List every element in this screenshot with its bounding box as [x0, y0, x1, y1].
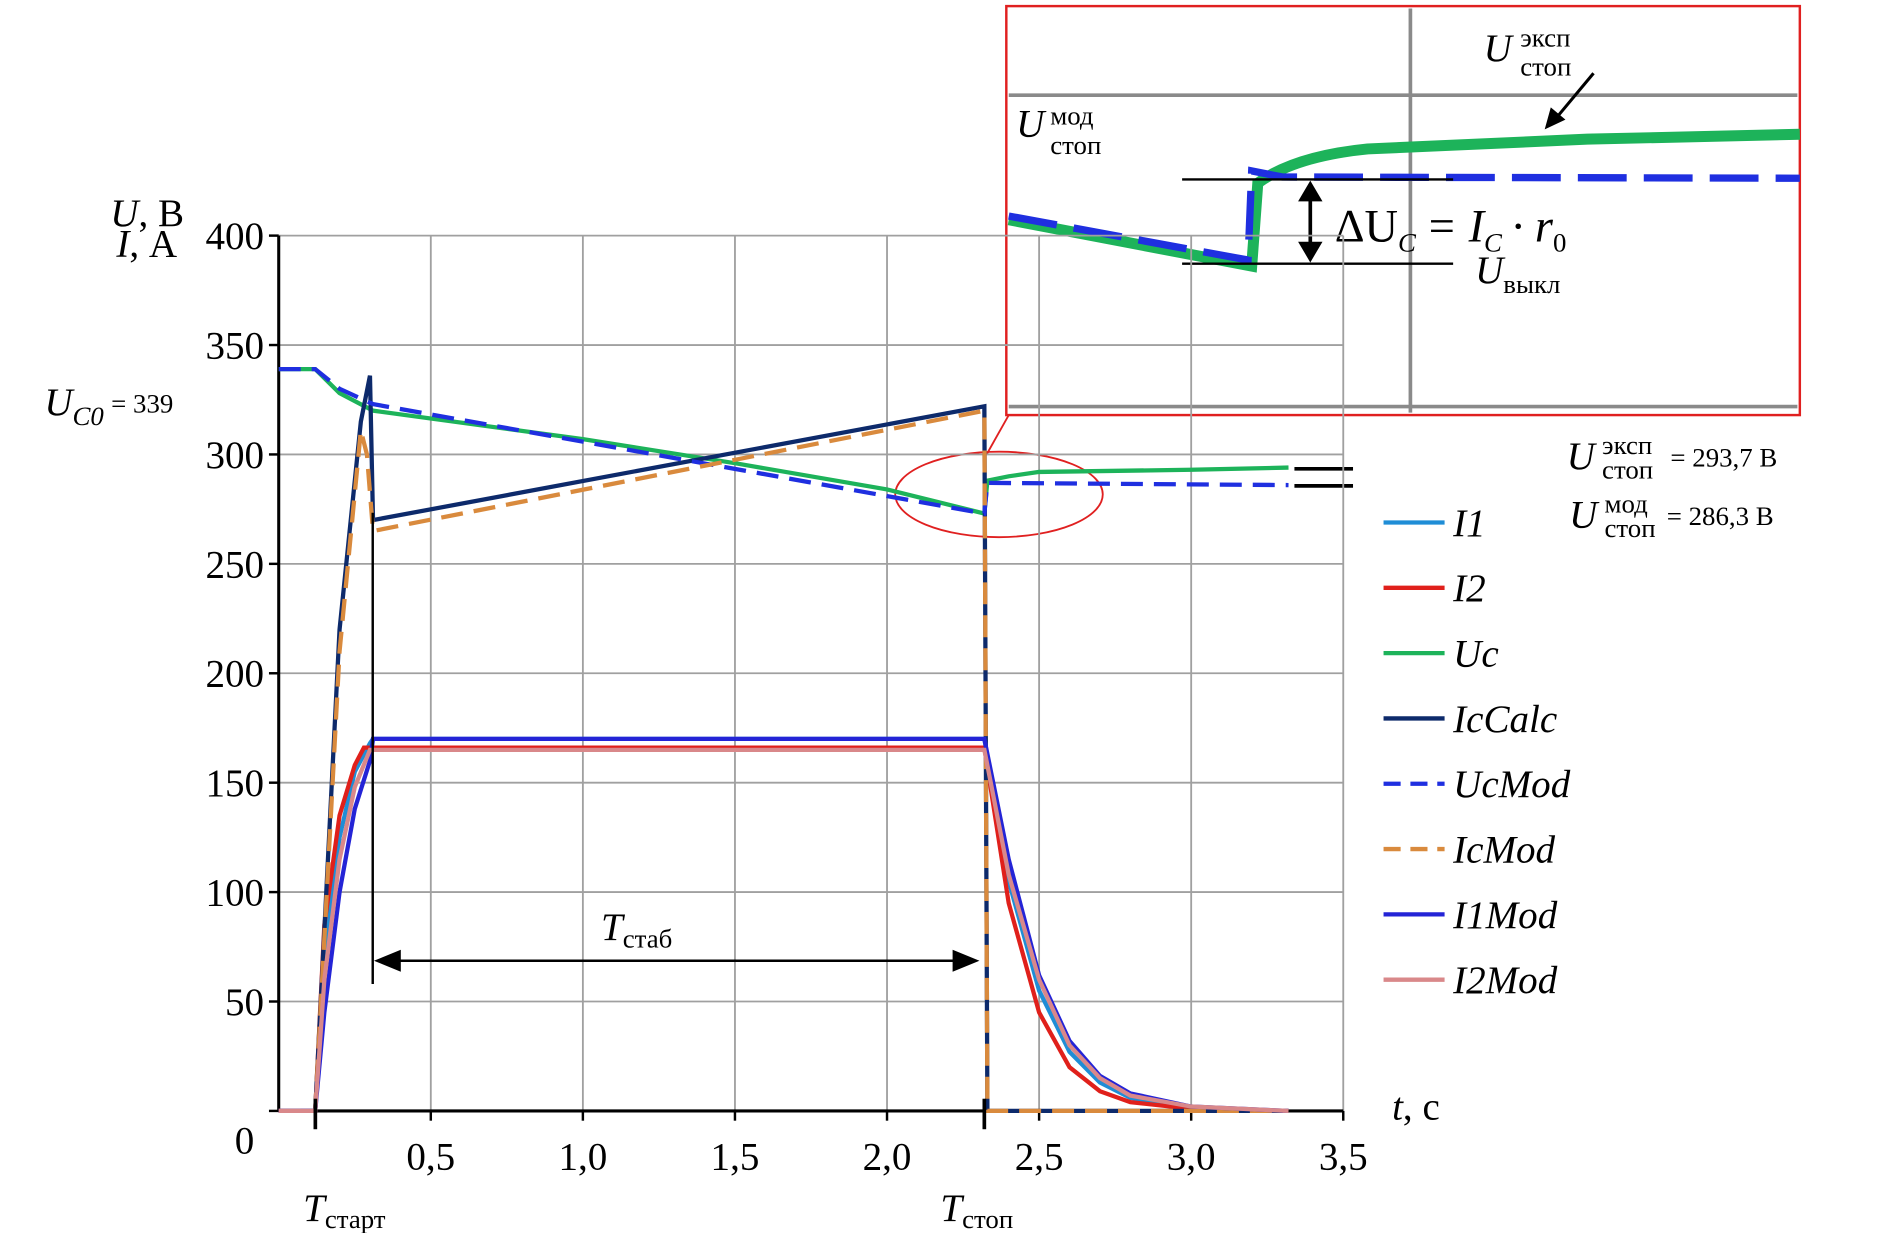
y-tick-label: 400 — [205, 215, 264, 258]
inset-curve — [1007, 128, 1800, 273]
text: = 339 — [111, 389, 173, 419]
legend-label: Uc — [1453, 633, 1499, 676]
legend-label: IcMod — [1452, 828, 1555, 871]
text: , А — [129, 222, 177, 265]
t-start-label: Tстарт — [303, 1187, 386, 1233]
text: = 293,7 В — [1670, 442, 1777, 472]
x-tick-label: 2,5 — [1015, 1136, 1064, 1179]
text: U — [44, 381, 75, 424]
text: C0 — [73, 401, 105, 431]
t-stop-label: Tстоп — [940, 1187, 1013, 1233]
y-tick-label: 250 — [205, 543, 264, 586]
text: , с — [1403, 1085, 1440, 1128]
callout-line — [985, 414, 1010, 455]
y-tick-label: 200 — [205, 653, 264, 696]
text: C — [1398, 227, 1417, 257]
text: стоп — [962, 1204, 1013, 1233]
text: T — [601, 906, 626, 949]
legend-label: I1Mod — [1452, 894, 1558, 937]
text: C — [1484, 227, 1503, 257]
text: U — [1016, 103, 1047, 146]
series-line — [278, 366, 1289, 517]
text: стоп — [1605, 513, 1656, 543]
y-tick-label: 100 — [205, 872, 264, 915]
text: , В — [138, 192, 184, 235]
text: U — [1475, 249, 1506, 292]
text: U — [1569, 493, 1600, 536]
text: стоп — [1602, 455, 1653, 485]
inset-arrowheads — [1298, 180, 1323, 263]
text: эксп — [1520, 22, 1570, 52]
inset-pointer — [1555, 72, 1595, 119]
text: U — [1484, 27, 1515, 70]
legend-label: I1 — [1452, 502, 1486, 545]
text: выкл — [1503, 269, 1560, 299]
text: = 286,3 В — [1667, 501, 1774, 531]
text: стоп — [1520, 52, 1571, 82]
text: эксп — [1602, 430, 1652, 460]
series-line — [278, 375, 1289, 1114]
x-tick-label: 3,0 — [1167, 1136, 1216, 1179]
y-tick-label: 0 — [235, 1120, 255, 1163]
x-tick-label: 3,5 — [1319, 1136, 1368, 1179]
text: стаб — [623, 923, 673, 953]
text: I — [115, 222, 131, 265]
series-line — [278, 747, 1289, 1114]
text: ΔU — [1335, 202, 1398, 253]
legend-label: IcCalc — [1452, 698, 1557, 741]
uc0-label: UC0 = 339 — [44, 381, 173, 431]
text: U — [110, 192, 141, 235]
x-tick-label: 0,5 — [406, 1136, 455, 1179]
y-axis-label: U, В — [110, 192, 184, 235]
text: = I — [1426, 202, 1487, 253]
legend-label: I2Mod — [1452, 959, 1558, 1002]
y-tick-label: 50 — [225, 981, 264, 1024]
y-tick-label: 150 — [205, 762, 264, 805]
legend-label: UcMod — [1453, 763, 1571, 806]
t-stab-label: Tстаб — [601, 906, 672, 953]
inset-delta-label: ΔUC = IC · r0 — [1335, 202, 1567, 258]
text: старт — [325, 1204, 386, 1233]
x-tick-label: 2,0 — [863, 1136, 912, 1179]
y-axis-label: I, А — [115, 222, 177, 265]
x-tick-label: 1,0 — [558, 1136, 607, 1179]
series-line — [278, 366, 1289, 517]
x-axis-label: t, с — [1392, 1085, 1440, 1128]
inset-curve — [1008, 166, 1800, 265]
text: стоп — [1050, 130, 1101, 160]
y-tick-label: 350 — [205, 324, 264, 367]
text: 0 — [1553, 227, 1566, 257]
text: U — [1567, 435, 1598, 478]
legend-label: I2 — [1452, 567, 1486, 610]
text: мод — [1605, 489, 1649, 519]
text: T — [303, 1187, 328, 1230]
callout-ellipse — [894, 450, 1104, 539]
inset-pointer-head — [1544, 107, 1566, 130]
text: T — [940, 1187, 965, 1230]
x-tick-label: 1,5 — [711, 1136, 760, 1179]
text: мод — [1050, 101, 1094, 131]
series-line — [278, 408, 1289, 1114]
text: · r — [1512, 202, 1554, 253]
y-tick-label: 300 — [205, 434, 264, 477]
inset-off-label: Uвыкл — [1475, 249, 1560, 299]
inset-frame — [1005, 4, 1802, 417]
text: t — [1392, 1085, 1404, 1128]
